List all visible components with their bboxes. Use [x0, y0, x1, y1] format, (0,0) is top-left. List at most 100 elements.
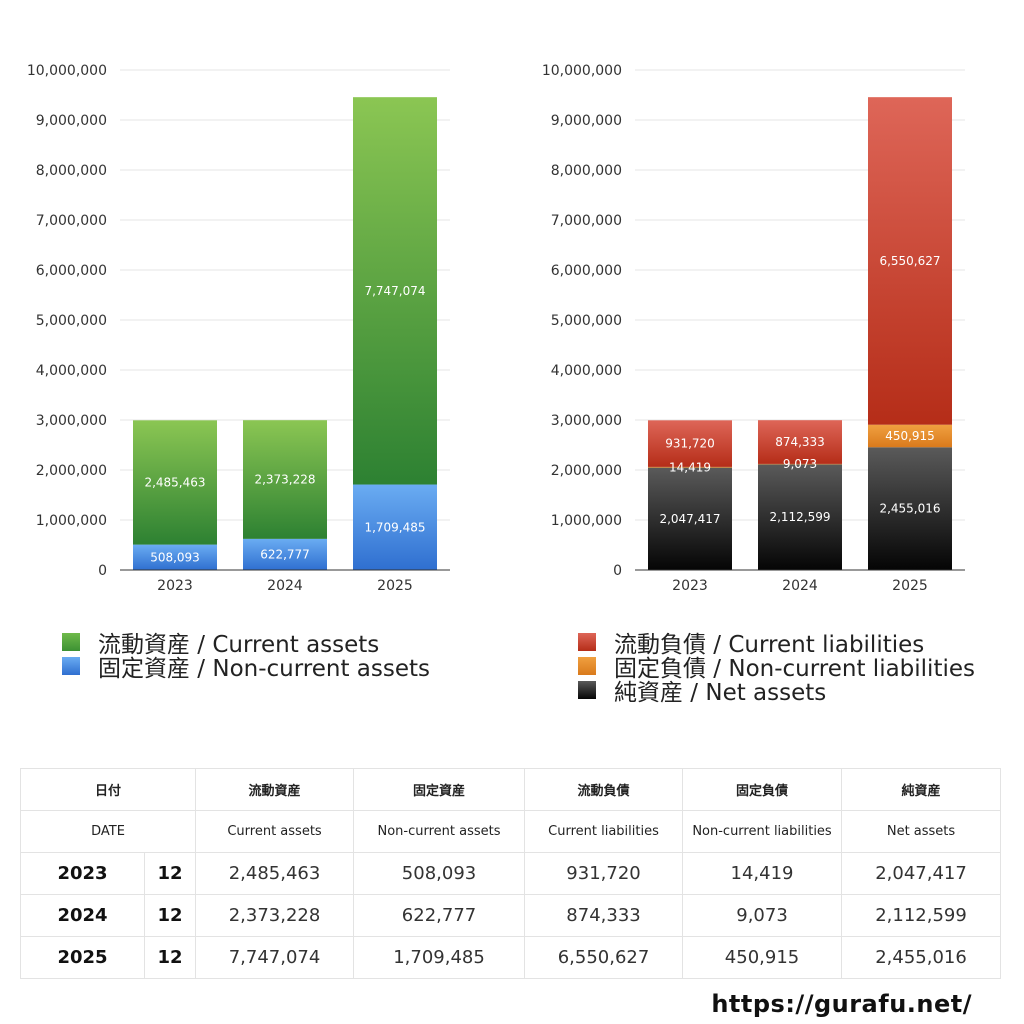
table-row: 2023 12 2,485,463 508,093 931,720 14,419… — [20, 852, 1002, 895]
cell-current-liabilities: 931,720 — [524, 852, 684, 895]
cell-net-assets: 2,112,599 — [841, 894, 1002, 937]
bar-current-liabilities — [758, 420, 842, 464]
x-tick-label: 2025 — [892, 578, 928, 594]
legend-item-current-liabilities: 流動負債 / Current liabilities — [578, 630, 975, 658]
data-label-non-current-liabilities: 450,915 — [885, 429, 935, 443]
y-tick-label: 1,000,000 — [36, 513, 107, 529]
y-tick-label: 8,000,000 — [551, 163, 622, 179]
data-label-non-current-liabilities: 9,073 — [783, 457, 817, 471]
header-noncurrent-assets-en: Non-current assets — [353, 810, 526, 853]
data-label-non-current-assets: 508,093 — [150, 550, 200, 564]
x-tick-label: 2024 — [267, 578, 303, 594]
financial-data-table: 日付 流動資産 固定資産 流動負債 固定負債 純資産 DATE Current … — [19, 768, 1002, 979]
cell-noncurrent-liabilities: 14,419 — [682, 852, 843, 895]
x-tick-label: 2023 — [157, 578, 193, 594]
legend-item-noncurrent-assets: 固定資産 / Non-current assets — [62, 654, 430, 682]
y-tick-label: 0 — [613, 563, 622, 579]
row-month: 12 — [143, 852, 197, 895]
site-url[interactable]: https://gurafu.net/ — [711, 990, 972, 1018]
data-label-non-current-liabilities: 14,419 — [669, 460, 711, 474]
bar-current-assets — [243, 420, 327, 539]
y-tick-label: 7,000,000 — [551, 213, 622, 229]
header-net-assets-jp: 純資産 — [841, 768, 1002, 811]
cell-current-assets: 2,485,463 — [195, 852, 355, 895]
bar-current-liabilities — [648, 420, 732, 467]
cell-noncurrent-assets: 622,777 — [353, 894, 526, 937]
legend-item-current-assets: 流動資産 / Current assets — [62, 630, 430, 658]
header-noncurrent-assets-jp: 固定資産 — [353, 768, 526, 811]
bar-non-current-assets — [243, 538, 327, 570]
x-tick-label: 2025 — [377, 578, 413, 594]
cell-noncurrent-assets: 1,709,485 — [353, 936, 526, 979]
legend-label-net-assets: 純資産 / Net assets — [614, 680, 827, 706]
table-header-row-en: DATE Current assets Non-current assets C… — [19, 810, 1002, 853]
cell-current-liabilities: 874,333 — [524, 894, 684, 937]
cell-net-assets: 2,455,016 — [841, 936, 1002, 979]
header-current-liabilities-en: Current liabilities — [524, 810, 684, 853]
data-label-current-liabilities: 874,333 — [775, 435, 825, 449]
liabilities-legend: 流動負債 / Current liabilities 固定負債 / Non-cu… — [578, 630, 975, 706]
x-tick-label: 2023 — [672, 578, 708, 594]
y-tick-label: 2,000,000 — [551, 463, 622, 479]
legend-label-current-assets: 流動資産 / Current assets — [98, 632, 380, 658]
header-current-assets-jp: 流動資産 — [195, 768, 355, 811]
bar-net-assets — [648, 467, 732, 570]
y-tick-label: 4,000,000 — [551, 363, 622, 379]
table-header-row-jp: 日付 流動資産 固定資産 流動負債 固定負債 純資産 — [19, 768, 1002, 811]
legend-label-current-liabilities: 流動負債 / Current liabilities — [614, 632, 925, 658]
y-tick-label: 3,000,000 — [551, 413, 622, 429]
data-label-current-assets: 2,485,463 — [144, 475, 205, 489]
assets-legend: 流動資産 / Current assets 固定資産 / Non-current… — [62, 630, 430, 682]
table-row: 2024 12 2,373,228 622,777 874,333 9,073 … — [20, 894, 1002, 937]
legend-item-net-assets: 純資産 / Net assets — [578, 678, 975, 706]
row-year: 2023 — [20, 852, 145, 895]
bar-non-current-assets — [133, 544, 217, 570]
bar-current-assets — [133, 420, 217, 545]
y-tick-label: 4,000,000 — [36, 363, 107, 379]
header-net-assets-en: Net assets — [841, 810, 1002, 853]
bar-current-assets — [353, 97, 437, 485]
header-date-en: DATE — [19, 810, 197, 853]
bar-non-current-assets — [353, 484, 437, 570]
data-label-current-liabilities: 931,720 — [665, 437, 715, 451]
cell-current-assets: 2,373,228 — [195, 894, 355, 937]
y-tick-label: 1,000,000 — [551, 513, 622, 529]
legend-swatch-current-liabilities — [578, 633, 596, 651]
y-tick-label: 5,000,000 — [551, 313, 622, 329]
row-month: 12 — [143, 894, 197, 937]
header-current-assets-en: Current assets — [195, 810, 355, 853]
row-year: 2024 — [20, 894, 145, 937]
table-row: 2025 12 7,747,074 1,709,485 6,550,627 45… — [20, 936, 1002, 979]
cell-noncurrent-assets: 508,093 — [353, 852, 526, 895]
cell-noncurrent-liabilities: 9,073 — [682, 894, 843, 937]
y-tick-label: 5,000,000 — [36, 313, 107, 329]
y-tick-label: 6,000,000 — [36, 263, 107, 279]
header-noncurrent-liabilities-en: Non-current liabilities — [682, 810, 843, 853]
y-tick-label: 0 — [98, 563, 107, 579]
y-tick-label: 9,000,000 — [36, 113, 107, 129]
legend-swatch-noncurrent-liabilities — [578, 657, 596, 675]
data-label-non-current-assets: 1,709,485 — [364, 520, 425, 534]
cell-noncurrent-liabilities: 450,915 — [682, 936, 843, 979]
legend-swatch-net-assets — [578, 681, 596, 699]
data-label-net-assets: 2,112,599 — [769, 510, 830, 524]
x-tick-label: 2024 — [782, 578, 818, 594]
y-tick-label: 10,000,000 — [542, 63, 622, 79]
y-tick-label: 3,000,000 — [36, 413, 107, 429]
bar-current-liabilities — [868, 97, 952, 425]
legend-label-noncurrent-liabilities: 固定負債 / Non-current liabilities — [614, 656, 975, 682]
bar-non-current-liabilities — [648, 466, 732, 468]
liabilities-chart: 0 1,000,000 2,000,000 3,000,000 4,000,000 5,0… — [542, 63, 965, 594]
y-tick-label: 6,000,000 — [551, 263, 622, 279]
y-tick-label: 7,000,000 — [36, 213, 107, 229]
data-label-current-liabilities: 6,550,627 — [879, 254, 940, 268]
bar-non-current-liabilities — [868, 424, 952, 448]
data-label-non-current-assets: 622,777 — [260, 547, 310, 561]
y-tick-label: 8,000,000 — [36, 163, 107, 179]
cell-current-liabilities: 6,550,627 — [524, 936, 684, 979]
legend-swatch-noncurrent-assets — [62, 657, 80, 675]
header-noncurrent-liabilities-jp: 固定負債 — [682, 768, 843, 811]
cell-current-assets: 7,747,074 — [195, 936, 355, 979]
data-label-net-assets: 2,455,016 — [879, 502, 940, 516]
y-tick-label: 10,000,000 — [27, 63, 107, 79]
